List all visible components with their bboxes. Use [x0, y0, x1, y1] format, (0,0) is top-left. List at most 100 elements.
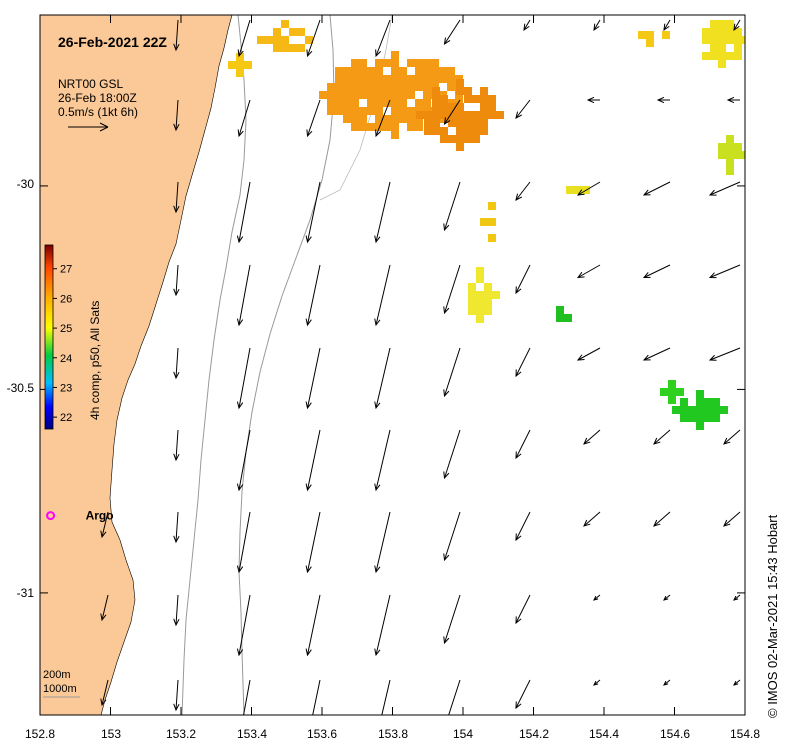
sst-pixel [646, 31, 654, 39]
current-arrow [374, 347, 391, 410]
sst-pixel [702, 52, 710, 60]
current-arrow [305, 347, 321, 410]
sst-pixel [359, 59, 367, 67]
sst-pixel [391, 83, 399, 91]
sst-pixel [432, 103, 440, 111]
sst-pixel [423, 67, 431, 75]
sst-pixel [456, 143, 464, 151]
sst-pixel [704, 414, 712, 422]
sst-pixel [668, 388, 676, 396]
sst-pixel [335, 75, 343, 83]
current-arrow [663, 679, 671, 686]
sst-pixel [273, 44, 281, 52]
sst-pixel [399, 83, 407, 91]
sst-pixel [704, 398, 712, 406]
sst-pixel [423, 59, 431, 67]
sst-pixel [391, 75, 399, 83]
sst-pixel [367, 83, 375, 91]
current-arrow [312, 679, 321, 715]
sst-pixel [439, 75, 447, 83]
sst-pixel [359, 123, 367, 131]
sst-pixel [351, 91, 359, 99]
sst-pixel [676, 388, 684, 396]
current-arrow [243, 679, 251, 715]
sst-pixel [415, 123, 423, 131]
sst-pixel [375, 99, 383, 107]
sst-pixel [383, 91, 391, 99]
current-time: 26-Feb 18:00Z [58, 91, 137, 105]
current-arrow [306, 99, 321, 138]
sst-pixels [228, 20, 745, 430]
sst-pixel [327, 99, 335, 107]
current-arrow [306, 19, 321, 58]
current-arrow [576, 264, 601, 279]
sst-pixel [359, 91, 367, 99]
current-arrow [236, 511, 251, 574]
sst-pixel [228, 61, 236, 69]
sst-pixel [480, 103, 488, 111]
sst-pixel [236, 61, 244, 69]
current-arrow [708, 181, 741, 196]
sst-pixel [432, 127, 440, 135]
sst-pixel [468, 283, 476, 291]
sst-pixel [351, 83, 359, 91]
sst-pixel [718, 28, 726, 36]
sst-pixel [416, 111, 424, 119]
sst-pixel [492, 291, 500, 299]
sst-pixel [712, 398, 720, 406]
sst-pixel [448, 111, 456, 119]
sst-pixel [566, 186, 574, 194]
current-arrow [515, 594, 531, 625]
sst-pixel [710, 52, 718, 60]
sst-pixel [476, 267, 484, 275]
sst-pixel [718, 20, 726, 28]
sst-pixel [488, 103, 496, 111]
x-tick-label: 153.4 [237, 727, 267, 741]
sst-pixel [484, 299, 492, 307]
y-tick-label: -30.5 [7, 381, 35, 395]
sst-pixel [688, 406, 696, 414]
sst-pixel [375, 75, 383, 83]
sst-pixel [423, 75, 431, 83]
current-arrow [642, 264, 671, 279]
sst-pixel [257, 36, 265, 44]
sst-pixel [672, 406, 680, 414]
sst-pixel [335, 99, 343, 107]
contour-label-1000m: 1000m [43, 683, 77, 695]
current-arrow [375, 99, 391, 138]
sst-pixel [359, 115, 367, 123]
current-arrow [305, 264, 321, 327]
sst-pixel [423, 99, 431, 107]
contour-label-200m: 200m [43, 669, 71, 681]
sst-pixel [468, 291, 476, 299]
sst-pixel [424, 111, 432, 119]
sst-pixel [718, 44, 726, 52]
sst-pixel [484, 307, 492, 315]
colorbar-tick-label: 27 [60, 264, 72, 276]
sst-pixel [742, 151, 745, 159]
sst-pixel [488, 202, 496, 210]
current-arrow [515, 679, 531, 710]
sst-pixel [696, 390, 704, 398]
sst-pixel [710, 28, 718, 36]
sst-pixel [440, 127, 448, 135]
current-arrow [173, 429, 180, 462]
current-arrow [375, 19, 391, 58]
current-arrow [443, 511, 461, 562]
current-arrow [653, 429, 671, 445]
sst-pixel [391, 131, 399, 139]
current-arrow [100, 594, 109, 622]
sst-pixel [456, 127, 464, 135]
sst-pixel [696, 398, 704, 406]
sst-pixel [556, 306, 564, 314]
current-arrow [586, 96, 600, 104]
current-arrow [708, 264, 741, 279]
current-arrow [374, 594, 391, 657]
argo-marker[interactable] [46, 511, 56, 521]
sst-pixel [432, 119, 440, 127]
sst-pixel [391, 115, 399, 123]
sst-pixel [456, 87, 464, 95]
current-arrow [305, 181, 321, 244]
sst-pixel [383, 75, 391, 83]
current-arrow [173, 347, 180, 380]
